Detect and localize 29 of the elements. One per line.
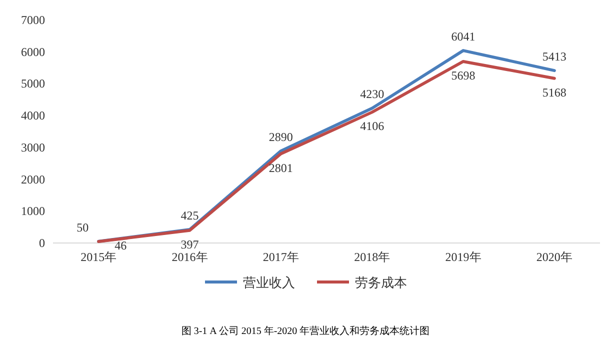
- data-label: 5168: [542, 85, 566, 100]
- x-tick-label: 2018年: [354, 250, 390, 264]
- data-label: 50: [76, 220, 89, 234]
- data-label: 5698: [451, 68, 476, 82]
- x-tick-label: 2019年: [445, 250, 482, 264]
- caption: 图 3-1 A 公司 2015 年-2020 年营业收入和劳务成本统计图: [181, 325, 430, 337]
- y-tick-label: 1000: [21, 204, 45, 218]
- y-tick-label: 2000: [21, 172, 45, 186]
- y-tick-label: 7000: [21, 13, 45, 27]
- y-tick-label: 4000: [21, 108, 45, 123]
- legend-label: 劳务成本: [355, 275, 407, 290]
- y-tick-label: 5000: [21, 76, 45, 91]
- data-label: 5413: [542, 50, 566, 64]
- y-tick-label: 3000: [21, 140, 45, 154]
- data-label: 397: [180, 237, 199, 252]
- x-tick-label: 2016年: [172, 250, 208, 264]
- data-label: 6041: [451, 30, 476, 44]
- data-label: 4106: [360, 119, 384, 134]
- data-label: 46: [114, 238, 127, 253]
- x-tick-label: 2017年: [262, 250, 299, 264]
- x-tick-label: 2015年: [80, 250, 117, 264]
- legend-label: 营业收入: [243, 275, 295, 290]
- data-label: 4230: [360, 87, 384, 102]
- y-tick-label: 6000: [21, 44, 45, 59]
- data-label: 425: [180, 208, 199, 222]
- data-label: 2890: [268, 130, 293, 144]
- x-tick-label: 2020年: [536, 250, 572, 264]
- data-label: 2801: [268, 160, 293, 175]
- y-tick-label: 0: [39, 236, 45, 250]
